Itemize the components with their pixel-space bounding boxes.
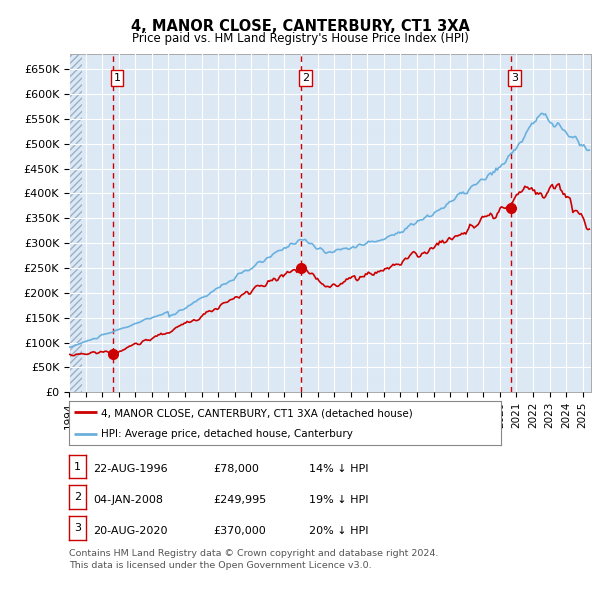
Text: Contains HM Land Registry data © Crown copyright and database right 2024.
This d: Contains HM Land Registry data © Crown c… bbox=[69, 549, 439, 570]
Text: 04-JAN-2008: 04-JAN-2008 bbox=[93, 495, 163, 505]
Text: 2: 2 bbox=[302, 73, 309, 83]
Text: 20% ↓ HPI: 20% ↓ HPI bbox=[309, 526, 368, 536]
Text: £249,995: £249,995 bbox=[213, 495, 266, 505]
Text: 2: 2 bbox=[74, 492, 81, 502]
Text: 3: 3 bbox=[511, 73, 518, 83]
Text: £370,000: £370,000 bbox=[213, 526, 266, 536]
Text: 19% ↓ HPI: 19% ↓ HPI bbox=[309, 495, 368, 505]
Text: 4, MANOR CLOSE, CANTERBURY, CT1 3XA (detached house): 4, MANOR CLOSE, CANTERBURY, CT1 3XA (det… bbox=[101, 408, 413, 418]
Bar bbox=[69, 54, 82, 392]
Text: Price paid vs. HM Land Registry's House Price Index (HPI): Price paid vs. HM Land Registry's House … bbox=[131, 32, 469, 45]
Text: 4, MANOR CLOSE, CANTERBURY, CT1 3XA: 4, MANOR CLOSE, CANTERBURY, CT1 3XA bbox=[131, 19, 469, 34]
Text: 3: 3 bbox=[74, 523, 81, 533]
Text: 22-AUG-1996: 22-AUG-1996 bbox=[93, 464, 167, 474]
Text: 14% ↓ HPI: 14% ↓ HPI bbox=[309, 464, 368, 474]
Text: 1: 1 bbox=[74, 461, 81, 471]
Text: HPI: Average price, detached house, Canterbury: HPI: Average price, detached house, Cant… bbox=[101, 430, 353, 440]
Text: 1: 1 bbox=[113, 73, 121, 83]
Text: £78,000: £78,000 bbox=[213, 464, 259, 474]
Text: 20-AUG-2020: 20-AUG-2020 bbox=[93, 526, 167, 536]
